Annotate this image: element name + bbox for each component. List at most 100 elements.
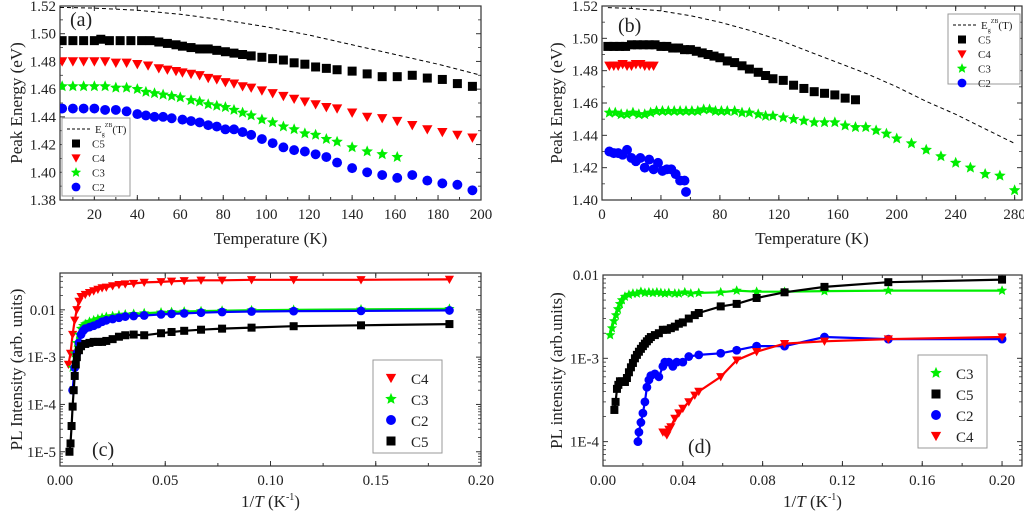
data-point-c5 — [66, 439, 75, 448]
data-point-c3 — [633, 108, 645, 120]
data-point-c2 — [299, 146, 310, 157]
data-point-c4 — [132, 60, 143, 70]
data-point-c4 — [883, 335, 893, 344]
data-point-c2 — [716, 348, 726, 358]
data-point-c5 — [268, 54, 278, 64]
data-point-c5 — [830, 90, 840, 100]
x-tick-label: 120 — [298, 207, 321, 223]
data-point-c2 — [654, 372, 664, 382]
series-c4 — [604, 60, 659, 71]
x-axis-title: Temperature (K) — [214, 229, 328, 248]
data-point-c5 — [126, 36, 136, 46]
data-point-c3 — [728, 105, 741, 116]
data-point-c3 — [603, 106, 616, 118]
data-point-c5 — [626, 40, 636, 50]
x-tick-label: 80 — [712, 207, 727, 223]
data-point-c3 — [228, 103, 240, 115]
data-point-c2 — [60, 103, 68, 114]
data-point-c4 — [194, 71, 205, 81]
legend-item: C4 — [957, 49, 991, 61]
data-point-c5 — [68, 36, 78, 46]
data-point-c5 — [650, 40, 660, 50]
data-point-c5 — [467, 81, 477, 91]
data-point-c5 — [437, 74, 447, 84]
data-point-c5 — [674, 43, 684, 53]
y-tick-label: 1.38 — [30, 193, 56, 209]
data-point-c5 — [71, 360, 80, 369]
data-point-c3 — [883, 285, 894, 295]
data-point-c2 — [120, 312, 130, 321]
data-point-c5 — [246, 51, 256, 61]
data-point-c4 — [72, 306, 82, 315]
data-point-c2 — [256, 134, 267, 144]
data-point-c3 — [131, 83, 144, 95]
data-point-c4 — [139, 278, 149, 287]
legend-label: C3 — [956, 367, 974, 383]
legend-label: C3 — [411, 393, 429, 409]
legend: C3 C5 C2 C4 — [917, 354, 988, 449]
data-point-c5 — [114, 332, 123, 341]
legend-label-suffix: (T) — [112, 124, 126, 136]
data-point-c5 — [67, 422, 76, 431]
x-tick-label: 240 — [944, 207, 967, 223]
data-point-c3 — [964, 161, 977, 173]
legend-label: C5 — [956, 388, 974, 404]
data-point-c3 — [673, 288, 684, 298]
data-point-c4 — [407, 121, 418, 131]
data-point-c5 — [238, 50, 248, 59]
data-point-c4 — [422, 125, 433, 135]
data-point-c5 — [278, 55, 288, 65]
data-point-c5 — [108, 335, 117, 344]
y-tick-label: 1.46 — [572, 96, 599, 112]
legend-marker-c2 — [386, 415, 396, 425]
series-c2 — [60, 103, 478, 196]
series-c3 — [605, 285, 1008, 340]
legend-marker-c5 — [386, 436, 396, 446]
data-point-c5 — [72, 353, 81, 362]
data-point-c3 — [890, 132, 903, 144]
legend-item: C5 — [72, 139, 105, 151]
legend-item: C2 — [71, 182, 105, 194]
data-point-c5 — [730, 58, 740, 68]
data-point-c3 — [616, 294, 628, 305]
data-point-c2 — [422, 175, 433, 186]
data-point-c5 — [778, 75, 788, 85]
data-point-c2 — [217, 307, 227, 317]
series-c3 — [60, 80, 404, 162]
x-axis-title-part: 1/ — [241, 492, 255, 511]
data-point-c3 — [949, 156, 962, 168]
legend-label-sub: g — [988, 28, 991, 34]
data-point-c3 — [612, 303, 624, 314]
data-point-c5 — [626, 363, 635, 372]
data-point-c5 — [115, 36, 125, 46]
data-point-c2 — [467, 185, 478, 196]
series-c2 — [604, 144, 691, 197]
legend-item: C4 — [930, 430, 974, 446]
series-c5 — [65, 320, 454, 456]
data-point-c2 — [639, 162, 650, 173]
data-point-c2 — [452, 179, 463, 190]
data-point-c2 — [220, 124, 231, 135]
data-point-c5 — [311, 62, 321, 72]
legend-label: EgZB(T) — [981, 19, 1013, 34]
data-point-c5 — [732, 299, 741, 308]
data-point-c2 — [121, 106, 132, 117]
data-point-c5 — [171, 40, 181, 50]
x-tick-label: 280 — [1003, 207, 1024, 223]
panel-label: (d) — [688, 436, 711, 458]
data-point-c2 — [179, 308, 189, 318]
legend-box — [917, 354, 988, 449]
data-point-c5 — [247, 323, 256, 332]
data-point-c5 — [809, 87, 819, 97]
data-point-c2 — [149, 111, 160, 122]
y-tick-label: 1E-4 — [27, 397, 57, 413]
data-point-c4 — [666, 423, 676, 432]
data-point-c3 — [759, 109, 772, 121]
data-point-c5 — [220, 47, 230, 57]
x-tick-label: 200 — [470, 207, 493, 223]
data-point-c5 — [332, 65, 342, 75]
x-tick-label: 40 — [653, 207, 668, 223]
legend-label: C5 — [411, 435, 429, 451]
data-point-c3 — [996, 285, 1008, 295]
x-tick-label: 80 — [216, 207, 231, 223]
